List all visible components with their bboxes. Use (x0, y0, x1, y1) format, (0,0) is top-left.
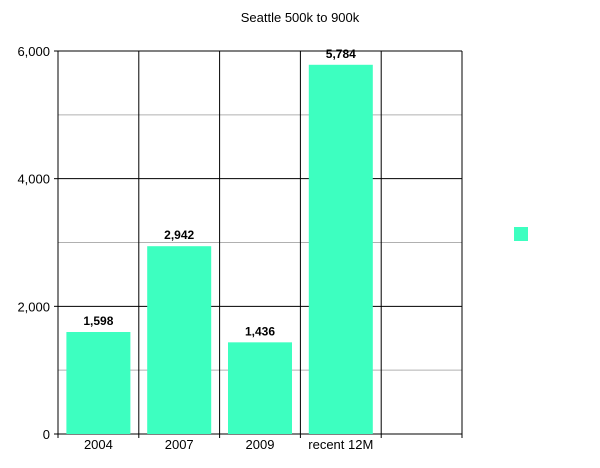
data-label: 2,942 (164, 228, 194, 242)
x-tick-label: 2009 (246, 437, 275, 452)
legend-swatch (514, 227, 528, 241)
y-tick-label: 2,000 (17, 299, 50, 314)
bar (308, 64, 373, 435)
data-label: 1,598 (83, 314, 113, 328)
x-tick-label: 2007 (165, 437, 194, 452)
y-tick-label: 6,000 (17, 44, 50, 59)
bar (147, 246, 212, 434)
bar (66, 331, 131, 434)
y-tick-label: 4,000 (17, 172, 50, 187)
x-tick-label: 2004 (84, 437, 113, 452)
chart-title: Seattle 500k to 900k (240, 10, 360, 25)
bar (228, 342, 292, 434)
data-label: 5,784 (326, 47, 356, 61)
y-tick-label: 0 (43, 427, 50, 442)
data-label: 1,436 (245, 324, 275, 338)
x-tick-label: recent 12M (308, 437, 373, 452)
